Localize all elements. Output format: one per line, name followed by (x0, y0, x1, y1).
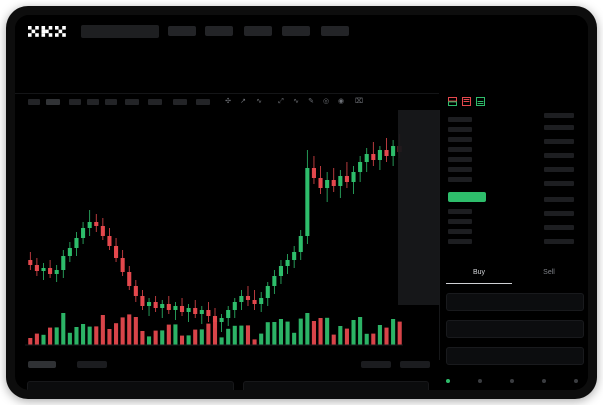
timeframe-chip-9[interactable] (196, 99, 210, 105)
slider-dot-4[interactable] (542, 379, 546, 383)
slider-dot-3[interactable] (510, 379, 514, 383)
chart-logo-watermark (398, 110, 440, 305)
orderbook-amount (544, 197, 574, 202)
nav-item-4[interactable] (282, 26, 310, 36)
orderbook-amount (544, 153, 574, 158)
wave2-icon[interactable]: ∿ (293, 98, 299, 105)
crosshair-icon[interactable]: ✣ (225, 98, 231, 105)
orderbook-row[interactable] (448, 239, 472, 244)
orderbook-trade-panel: Buy Sell (440, 93, 588, 390)
orders-tab-1[interactable] (28, 361, 56, 368)
chart-toolbar: ✣ ↗ ∿ ⤢ ∿ ✎ ◎ ◉ ⌧ (15, 93, 439, 111)
wave-icon[interactable]: ∿ (256, 98, 262, 105)
timeframe-chip-1[interactable] (28, 99, 40, 105)
orders-tab-3[interactable] (361, 361, 391, 368)
buy-sell-tabs: Buy Sell (446, 265, 582, 284)
amount-slider[interactable] (446, 376, 582, 386)
timeframe-chip-6[interactable] (125, 99, 139, 105)
slider-dot-1[interactable] (446, 379, 450, 383)
orders-panel-right[interactable] (243, 381, 429, 390)
arrow-icon[interactable]: ⤢ (278, 98, 284, 105)
top-navigation-bar (15, 15, 588, 47)
okx-logo[interactable] (28, 25, 70, 38)
candlestick-chart-canvas (25, 134, 403, 346)
orderbook-row[interactable] (448, 157, 472, 162)
timeframe-chip-4[interactable] (87, 99, 99, 105)
orderbook-row[interactable] (448, 147, 472, 152)
book-asks-icon[interactable] (462, 97, 471, 106)
tab-sell[interactable]: Sell (543, 269, 555, 276)
trendline-icon[interactable]: ↗ (240, 98, 246, 105)
app-viewport: Spot Trading ▾ ▾ (15, 15, 588, 390)
orderbook-amount (544, 225, 574, 230)
order-total-field[interactable] (446, 347, 584, 365)
search-input[interactable] (81, 25, 159, 38)
nav-item-2[interactable] (205, 26, 233, 36)
orders-panel-left[interactable] (27, 381, 234, 390)
orders-tab-4[interactable] (400, 361, 430, 368)
orders-tab-2[interactable] (77, 361, 107, 368)
orderbook-amount (544, 211, 574, 216)
timeframe-chip-8[interactable] (173, 99, 187, 105)
orderbook-amount (544, 167, 574, 172)
tablet-device-frame: Spot Trading ▾ ▾ (6, 6, 597, 399)
orderbook-row[interactable] (448, 177, 472, 182)
eye-icon[interactable]: ◉ (337, 98, 345, 105)
nav-item-5[interactable] (321, 26, 349, 36)
orderbook-view-toggles (448, 97, 485, 106)
orderbook-row[interactable] (448, 209, 472, 214)
book-bids-icon[interactable] (476, 97, 485, 106)
orderbook-row[interactable] (448, 127, 472, 132)
orderbook-amount (544, 113, 574, 118)
order-amount-field[interactable] (446, 320, 584, 338)
timeframe-chip-2[interactable] (46, 99, 60, 105)
nav-item-1[interactable] (168, 26, 196, 36)
nav-item-3[interactable] (244, 26, 272, 36)
timeframe-chip-5[interactable] (105, 99, 117, 105)
slider-dot-5[interactable] (574, 379, 578, 383)
orderbook-amount (544, 139, 574, 144)
slider-dot-2[interactable] (478, 379, 482, 383)
trash-icon[interactable]: ⌧ (355, 98, 364, 105)
magnet-icon[interactable]: ◎ (322, 98, 330, 105)
orderbook-row[interactable] (448, 137, 472, 142)
tab-buy[interactable]: Buy (446, 265, 512, 284)
orderbook-amount (544, 181, 574, 186)
book-both-icon[interactable] (448, 97, 457, 106)
orders-tabbar (15, 355, 439, 377)
order-price-field[interactable] (446, 293, 584, 311)
orderbook-row[interactable] (448, 167, 472, 172)
okx-logo-icon (28, 26, 66, 37)
orderbook-row[interactable] (448, 219, 472, 224)
timeframe-chip-7[interactable] (148, 99, 162, 105)
price-chart[interactable] (15, 110, 440, 360)
market-subheader: Spot Trading ▾ ▾ (15, 47, 588, 115)
orderbook-row[interactable] (448, 229, 472, 234)
pencil-icon[interactable]: ✎ (308, 98, 314, 105)
orderbook-amount (544, 239, 574, 244)
orderbook-row[interactable] (448, 117, 472, 122)
orderbook-mid-price (448, 192, 486, 202)
timeframe-chip-3[interactable] (69, 99, 81, 105)
orderbook-amount (544, 125, 574, 130)
